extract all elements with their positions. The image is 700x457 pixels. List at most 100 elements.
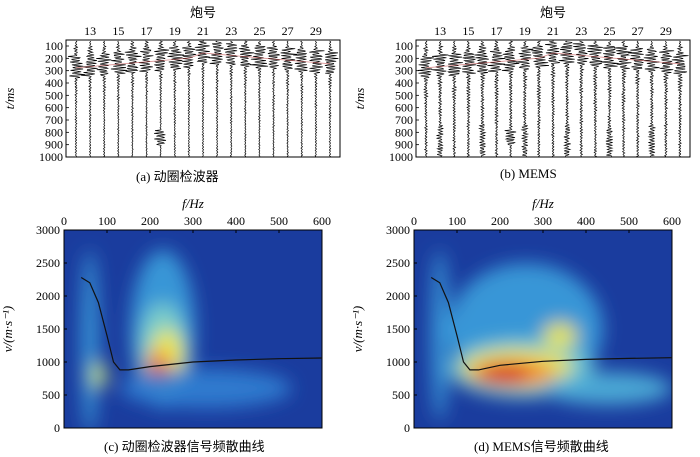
y-tick-label: 1000 bbox=[36, 355, 60, 369]
x-tick-label: 19 bbox=[519, 24, 531, 38]
seismic-trace bbox=[249, 41, 269, 157]
dispersion-curve bbox=[80, 276, 322, 371]
x-tick-label: 300 bbox=[184, 214, 202, 228]
seismic-trace bbox=[308, 40, 325, 157]
x-tick-label: 23 bbox=[575, 24, 587, 38]
x-tick-label: 300 bbox=[534, 214, 552, 228]
x-tick-label: 27 bbox=[282, 24, 294, 38]
y-axis-label: v/(m·s⁻¹) bbox=[0, 306, 15, 353]
panel-d: 0 100 200 300 400 500 600 f/Hz 0 500 1000 1500 2000 2… bbox=[350, 190, 700, 457]
first-arrival-line bbox=[425, 52, 681, 69]
y-tick-label: 3000 bbox=[36, 223, 60, 237]
y-tick-label: 500 bbox=[392, 388, 410, 402]
x-tick-label: 23 bbox=[225, 24, 237, 38]
seismic-gather-b: 炮号 13 15 17 19 21 23 25 27 29 10020030040050060070… bbox=[352, 6, 691, 164]
x-tick-label: 13 bbox=[84, 24, 96, 38]
seismic-trace bbox=[487, 40, 506, 157]
energy-blob bbox=[478, 363, 531, 385]
seismic-trace bbox=[474, 40, 489, 157]
y-axis-label: t/ms bbox=[352, 88, 367, 110]
energy-blob bbox=[119, 368, 292, 409]
seismic-trace bbox=[223, 40, 238, 157]
x-tick-label: 29 bbox=[660, 24, 672, 38]
dispersion-chart-c: 0 100 200 300 400 500 600 f/Hz 0 500 1000 1500 2000 2… bbox=[0, 196, 331, 435]
y-tick-label: 200 bbox=[395, 51, 413, 65]
seismic-trace bbox=[81, 41, 98, 157]
x-tick-label: 600 bbox=[663, 214, 681, 228]
y-tick-label: 600 bbox=[395, 101, 413, 115]
y-axis-label: v/(m·s⁻¹) bbox=[350, 306, 365, 353]
x-tick-label: 0 bbox=[61, 214, 67, 228]
y-tick-label: 1000 bbox=[39, 150, 63, 164]
y-tick-label: 1500 bbox=[36, 322, 60, 336]
y-tick-label: 500 bbox=[42, 388, 60, 402]
panel-a: 炮号 13 15 17 19 21 23 25 27 29 100 200 300 400 500 600 70… bbox=[0, 0, 350, 190]
y-tick-label: 400 bbox=[395, 76, 413, 90]
energy-blob bbox=[89, 362, 107, 389]
seismic-trace bbox=[643, 41, 660, 157]
y-tick-label: 500 bbox=[45, 88, 63, 102]
caption-a: (a) 动圈检波器 bbox=[136, 169, 219, 184]
x-tick-label: 200 bbox=[491, 214, 509, 228]
first-arrival-line bbox=[75, 52, 331, 69]
seismic-trace bbox=[614, 40, 632, 157]
seismic-trace bbox=[138, 40, 154, 157]
axis-title: 炮号 bbox=[540, 6, 566, 21]
seismic-trace bbox=[587, 40, 604, 157]
y-tick-label: 700 bbox=[395, 113, 413, 127]
x-tick-label: 27 bbox=[632, 24, 644, 38]
caption-c: (c) 动圈检波器信号频散曲线 bbox=[104, 439, 265, 454]
seismic-trace bbox=[266, 40, 280, 157]
x-axis-label: f/Hz bbox=[532, 196, 554, 211]
x-tick-label: 15 bbox=[462, 24, 474, 38]
seismic-trace bbox=[324, 40, 339, 157]
x-axis-label: f/Hz bbox=[182, 196, 204, 211]
seismic-trace bbox=[181, 40, 197, 157]
seismic-traces bbox=[417, 40, 689, 157]
caption-d: (d) MEMS信号频散曲线 bbox=[474, 439, 609, 454]
y-tick-label: 2500 bbox=[386, 256, 410, 270]
y-tick-label: 300 bbox=[45, 64, 63, 78]
x-tick-label: 25 bbox=[253, 24, 265, 38]
x-tick-label: 400 bbox=[577, 214, 595, 228]
x-tick-label: 19 bbox=[169, 24, 181, 38]
x-tick-label: 0 bbox=[411, 214, 417, 228]
seismic-trace bbox=[659, 40, 675, 157]
energy-heatmap bbox=[64, 230, 322, 428]
energy-heatmap bbox=[414, 230, 672, 428]
seismic-trace bbox=[110, 40, 128, 157]
x-tick-label: 400 bbox=[227, 214, 245, 228]
seismic-trace bbox=[67, 40, 86, 157]
x-tick-label: 100 bbox=[448, 214, 466, 228]
y-tick-label: 900 bbox=[395, 138, 413, 152]
y-tick-label: 200 bbox=[45, 51, 63, 65]
y-tick-label: 700 bbox=[45, 113, 63, 127]
y-tick-label: 0 bbox=[404, 421, 410, 435]
caption-b: (b) MEMS bbox=[500, 166, 557, 181]
x-tick-label: 500 bbox=[620, 214, 638, 228]
y-tick-label: 2000 bbox=[386, 289, 410, 303]
y-tick-label: 2500 bbox=[36, 256, 60, 270]
energy-blob bbox=[543, 322, 578, 349]
x-tick-label: 13 bbox=[434, 24, 446, 38]
x-tick-label: 600 bbox=[313, 214, 331, 228]
seismic-trace bbox=[462, 40, 477, 157]
x-tick-label: 200 bbox=[141, 214, 159, 228]
y-tick-label: 500 bbox=[395, 88, 413, 102]
x-tick-label: 21 bbox=[547, 24, 559, 38]
seismic-gather-a: 炮号 13 15 17 19 21 23 25 27 29 10020030040050060070… bbox=[2, 6, 341, 164]
y-tick-label: 1500 bbox=[386, 322, 410, 336]
y-tick-label: 100 bbox=[395, 39, 413, 53]
y-tick-label: 1000 bbox=[389, 150, 413, 164]
axis-title: 炮号 bbox=[190, 6, 216, 21]
y-tick-label: 400 bbox=[45, 76, 63, 90]
x-tick-label: 25 bbox=[603, 24, 615, 38]
dispersion-curve bbox=[430, 276, 672, 371]
seismic-traces bbox=[67, 40, 339, 157]
seismic-trace bbox=[238, 40, 255, 157]
y-tick-label: 3000 bbox=[386, 223, 410, 237]
seismic-trace bbox=[293, 40, 308, 157]
y-tick-label: 300 bbox=[395, 64, 413, 78]
x-tick-label: 100 bbox=[98, 214, 116, 228]
seismic-trace bbox=[600, 40, 619, 157]
